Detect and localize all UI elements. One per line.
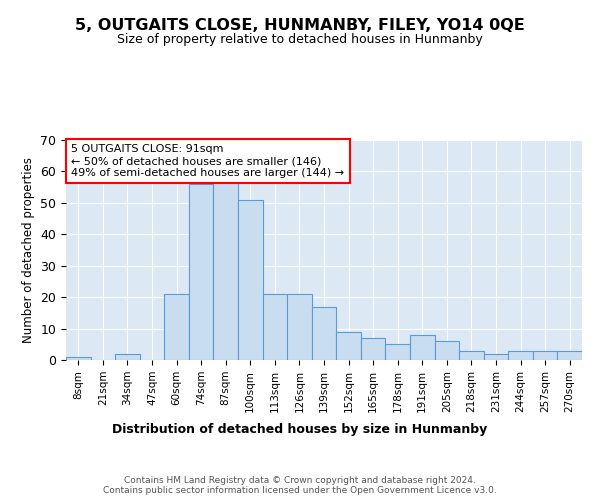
Bar <box>263 294 287 360</box>
Bar <box>189 184 214 360</box>
Y-axis label: Number of detached properties: Number of detached properties <box>22 157 35 343</box>
Bar <box>410 335 434 360</box>
Bar <box>115 354 140 360</box>
Bar <box>508 350 533 360</box>
Bar <box>434 341 459 360</box>
Bar <box>287 294 312 360</box>
Text: Distribution of detached houses by size in Hunmanby: Distribution of detached houses by size … <box>112 422 488 436</box>
Text: 5, OUTGAITS CLOSE, HUNMANBY, FILEY, YO14 0QE: 5, OUTGAITS CLOSE, HUNMANBY, FILEY, YO14… <box>75 18 525 32</box>
Bar <box>361 338 385 360</box>
Bar <box>459 350 484 360</box>
Text: 5 OUTGAITS CLOSE: 91sqm
← 50% of detached houses are smaller (146)
49% of semi-d: 5 OUTGAITS CLOSE: 91sqm ← 50% of detache… <box>71 144 344 178</box>
Bar <box>164 294 189 360</box>
Bar <box>336 332 361 360</box>
Bar <box>385 344 410 360</box>
Bar <box>484 354 508 360</box>
Text: Size of property relative to detached houses in Hunmanby: Size of property relative to detached ho… <box>117 32 483 46</box>
Bar <box>312 306 336 360</box>
Bar <box>533 350 557 360</box>
Text: Contains HM Land Registry data © Crown copyright and database right 2024.
Contai: Contains HM Land Registry data © Crown c… <box>103 476 497 495</box>
Bar <box>557 350 582 360</box>
Bar <box>238 200 263 360</box>
Bar <box>214 178 238 360</box>
Bar <box>66 357 91 360</box>
